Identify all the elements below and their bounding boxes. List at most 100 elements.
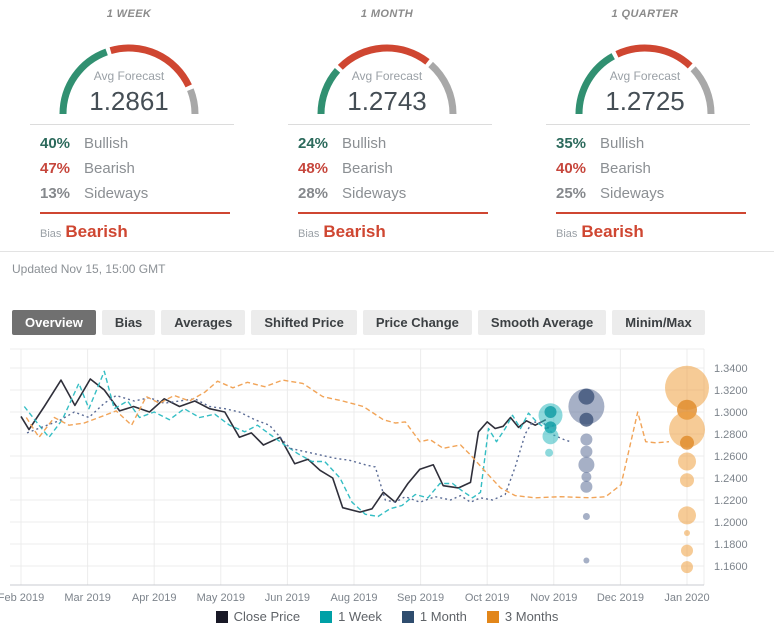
avg-forecast-label: Avg Forecast: [94, 69, 165, 83]
chart-canvas: 1.3400 1.3200 1.3000 1.2800 1.2600 1.2400 1.22…: [0, 348, 748, 604]
avg-forecast-value: 1.2861: [89, 86, 169, 116]
y-axis-label: 1.2600: [714, 451, 748, 463]
tab-overview[interactable]: Overview: [12, 310, 96, 335]
y-axis-label: 1.2800: [714, 429, 748, 441]
forecast-bubble-1-month: [579, 412, 594, 427]
sideways-label: Sideways: [600, 185, 665, 202]
x-axis-label: Aug 2019: [330, 592, 377, 604]
forecast-bubble-3-months: [680, 473, 694, 488]
y-axis-label: 1.1600: [714, 561, 748, 573]
avg-forecast-value: 1.2743: [347, 86, 427, 116]
bias-underline: [40, 212, 230, 214]
forecast-bubble-1-month: [582, 513, 590, 520]
legend-swatch-icon: [401, 610, 414, 623]
gauge-arc-segment: [575, 53, 615, 115]
legend-item-1-week: 1 Week: [320, 609, 382, 624]
bias-label: Bias: [40, 228, 62, 240]
bias-underline: [556, 212, 746, 214]
forecast-bubble-1-month: [580, 480, 593, 493]
legend-label: 1 Week: [338, 609, 382, 624]
y-axis-label: 1.2200: [714, 495, 748, 507]
bullish-label: Bullish: [342, 135, 387, 152]
updated-timestamp: Updated Nov 15, 15:00 GMT: [12, 262, 166, 276]
forecast-bubble-3-months: [678, 452, 696, 471]
avg-forecast-label: Avg Forecast: [610, 69, 681, 83]
series-close-price: [20, 378, 547, 513]
bias-row: Bias Bearish: [40, 222, 258, 242]
gauge-arc-group: [317, 44, 457, 115]
forecast-bubble-1-month: [583, 557, 590, 564]
x-axis-label: Jan 2020: [664, 592, 709, 604]
bias-row: Bias Bearish: [556, 222, 774, 242]
forecast-bubble-1-week: [545, 448, 554, 457]
x-axis-label: Nov 2019: [530, 592, 577, 604]
y-axis-label: 1.3000: [714, 407, 748, 419]
gauge-arc-segment: [317, 68, 341, 115]
bearish-percent: 40%: [556, 160, 587, 177]
gauge-arc-segment: [428, 61, 457, 115]
bearish-percent: 48%: [298, 160, 329, 177]
divider: [288, 124, 492, 125]
chart-tabs: Overview Bias Averages Shifted Price Pri…: [12, 310, 705, 335]
bearish-percent: 47%: [40, 160, 71, 177]
legend-swatch-icon: [215, 610, 228, 623]
bias-row: Bias Bearish: [298, 222, 516, 242]
bias-value: Bearish: [581, 222, 644, 241]
forecast-bubble-1-month: [580, 445, 593, 458]
bias-value: Bearish: [323, 222, 386, 241]
tab-price-change[interactable]: Price Change: [362, 310, 472, 335]
divider: [546, 124, 750, 125]
y-axis-label: 1.3200: [714, 385, 748, 397]
forecast-gauge: Avg Forecast 1.2743: [317, 44, 457, 116]
tab-averages[interactable]: Averages: [161, 310, 246, 335]
bullish-percent: 35%: [556, 135, 587, 152]
sideways-percent: 13%: [40, 185, 71, 202]
forecast-panel-1-week: 1 WEEK Avg Forecast 1.2861 40% Bullish 47…: [0, 0, 258, 242]
tab-bias[interactable]: Bias: [101, 310, 156, 335]
forecast-bubble-1-week: [544, 406, 557, 418]
legend-swatch-icon: [486, 610, 499, 623]
tab-minim-max[interactable]: Minim/Max: [612, 310, 705, 335]
y-axis-label: 1.2400: [714, 473, 748, 485]
forecast-bubble-3-months: [665, 365, 709, 410]
gauge-arc-segment: [109, 44, 192, 88]
chart-legend: Close Price 1 Week 1 Month 3 Months: [0, 609, 774, 624]
legend-label: Close Price: [233, 609, 301, 624]
bearish-label: Bearish: [84, 160, 135, 177]
bias-underline: [298, 212, 488, 214]
bullish-row: 24% Bullish: [258, 131, 516, 156]
series-1-week: [23, 370, 555, 518]
bullish-row: 35% Bullish: [516, 131, 774, 156]
gauge-arc-segment: [187, 88, 199, 115]
sideways-row: 28% Sideways: [258, 181, 516, 206]
panel-title: 1 WEEK: [106, 8, 152, 20]
x-axis-label: Feb 2019: [0, 592, 44, 604]
gauge-arc-segment: [337, 44, 430, 70]
x-axis-label: Dec 2019: [597, 592, 644, 604]
gauge-arc-segment: [59, 48, 108, 115]
y-axis-label: 1.3400: [714, 363, 748, 375]
bullish-label: Bullish: [84, 135, 129, 152]
forecast-chart: 1.3400 1.3200 1.3000 1.2800 1.2600 1.2400 1.22…: [0, 345, 774, 624]
sideways-label: Sideways: [342, 185, 407, 202]
forecast-gauge: Avg Forecast 1.2861: [59, 44, 199, 116]
y-axis-label: 1.2000: [714, 517, 748, 529]
sideways-row: 13% Sideways: [0, 181, 258, 206]
panel-title: 1 QUARTER: [611, 8, 679, 20]
forecast-panel-1-quarter: 1 QUARTER Avg Forecast 1.2725 35% Bullish…: [516, 0, 774, 242]
bearish-label: Bearish: [342, 160, 393, 177]
x-axis-label: Oct 2019: [465, 592, 510, 604]
gauge-arc-group: [575, 44, 715, 115]
bias-value: Bearish: [65, 222, 128, 241]
tab-smooth-average[interactable]: Smooth Average: [477, 310, 607, 335]
tab-shifted-price[interactable]: Shifted Price: [251, 310, 357, 335]
avg-forecast-label: Avg Forecast: [352, 69, 423, 83]
x-axis-label: Sep 2019: [397, 592, 444, 604]
forecast-gauge: Avg Forecast 1.2725: [575, 44, 715, 116]
series-1-month: [26, 394, 571, 503]
avg-forecast-value: 1.2725: [605, 86, 685, 116]
x-axis-label: May 2019: [197, 592, 245, 604]
bearish-row: 40% Bearish: [516, 156, 774, 181]
forecast-panel-1-month: 1 MONTH Avg Forecast 1.2743 24% Bullish 4…: [258, 0, 516, 242]
